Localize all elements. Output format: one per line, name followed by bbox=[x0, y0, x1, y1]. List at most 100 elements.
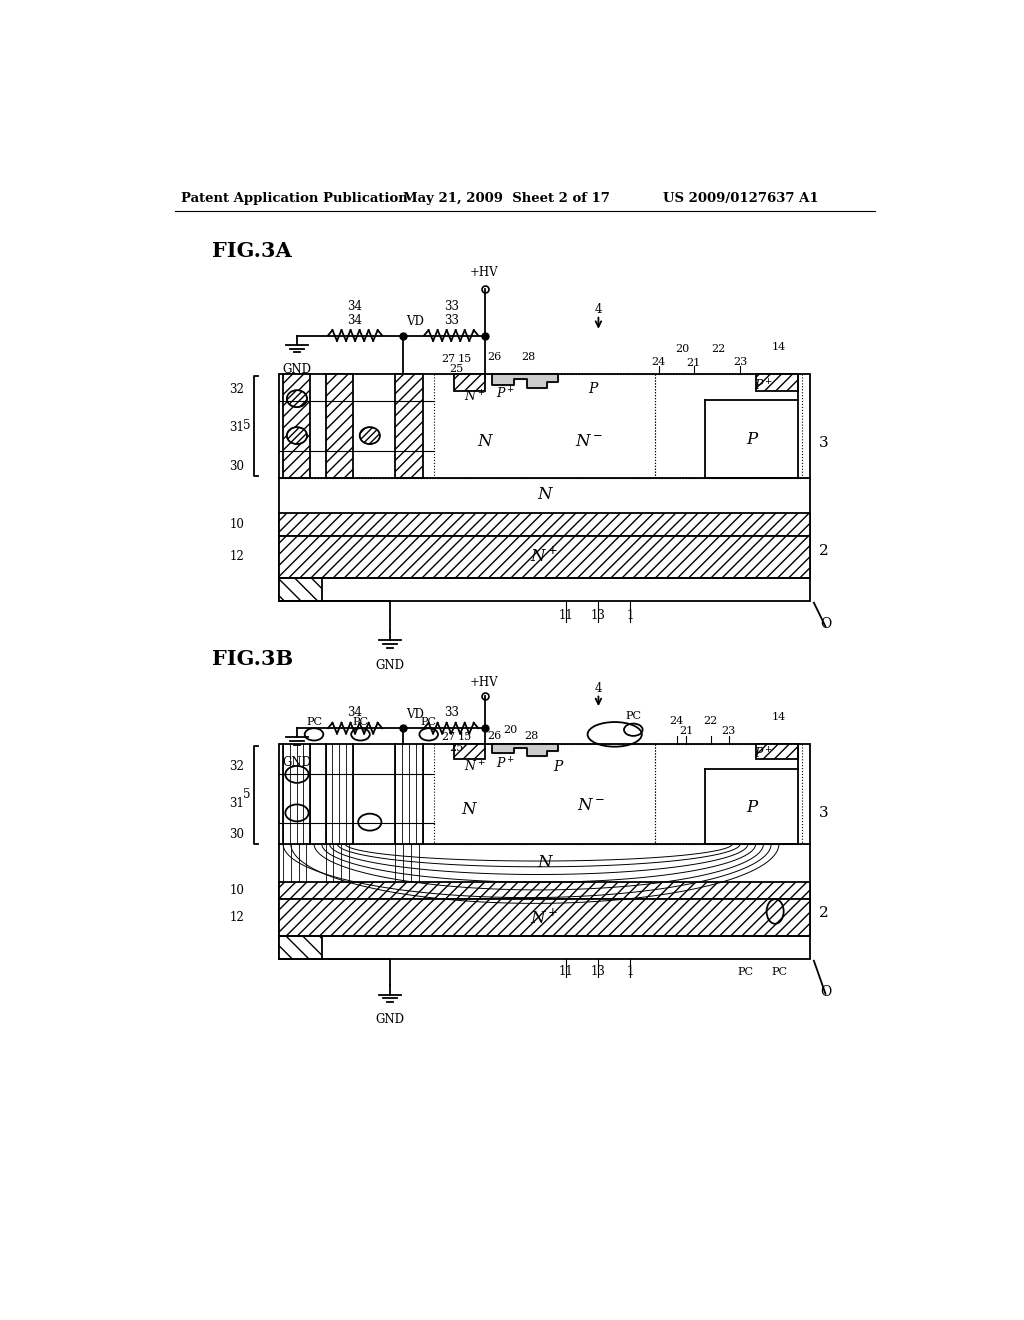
Text: 12: 12 bbox=[229, 550, 245, 564]
Ellipse shape bbox=[287, 428, 307, 444]
Bar bbox=[756, 374, 799, 391]
Text: US 2009/0127637 A1: US 2009/0127637 A1 bbox=[663, 191, 818, 205]
Text: 13: 13 bbox=[591, 965, 606, 978]
Text: P: P bbox=[589, 383, 598, 396]
Text: 11: 11 bbox=[558, 610, 573, 622]
Polygon shape bbox=[493, 743, 558, 756]
Text: 32: 32 bbox=[229, 383, 245, 396]
Text: 30: 30 bbox=[229, 828, 245, 841]
Bar bbox=[280, 899, 810, 936]
Text: N: N bbox=[537, 854, 552, 871]
Bar bbox=[756, 743, 799, 759]
Text: 34: 34 bbox=[347, 300, 362, 313]
Text: 27: 27 bbox=[441, 354, 455, 363]
Text: 31: 31 bbox=[229, 797, 245, 810]
Text: P$^+$: P$^+$ bbox=[754, 379, 773, 393]
Text: P$^+$: P$^+$ bbox=[496, 387, 515, 401]
Text: 5: 5 bbox=[243, 418, 251, 432]
Text: PC: PC bbox=[352, 717, 369, 727]
Text: 27: 27 bbox=[441, 733, 455, 742]
Text: N$^-$: N$^-$ bbox=[575, 433, 603, 450]
Text: P: P bbox=[746, 430, 758, 447]
Text: FIG.3A: FIG.3A bbox=[212, 240, 292, 261]
Text: 15: 15 bbox=[458, 733, 472, 742]
Text: GND: GND bbox=[283, 756, 311, 770]
Text: 1: 1 bbox=[627, 965, 634, 978]
Text: N$^+$: N$^+$ bbox=[530, 546, 558, 566]
Text: 5: 5 bbox=[243, 788, 251, 801]
Text: 25: 25 bbox=[450, 364, 464, 375]
Text: N: N bbox=[537, 486, 552, 503]
Text: P: P bbox=[746, 799, 758, 816]
Text: 1: 1 bbox=[627, 610, 634, 622]
Text: VD: VD bbox=[406, 315, 424, 329]
Text: O: O bbox=[820, 618, 831, 631]
Text: GND: GND bbox=[283, 363, 311, 376]
Text: 10: 10 bbox=[229, 884, 245, 898]
Text: 10: 10 bbox=[229, 517, 245, 531]
Text: 28: 28 bbox=[521, 352, 535, 362]
Text: N$^+$: N$^+$ bbox=[530, 908, 558, 927]
Text: 28: 28 bbox=[524, 731, 539, 741]
Text: P$^+$: P$^+$ bbox=[496, 756, 515, 771]
Ellipse shape bbox=[287, 391, 307, 407]
Text: VD: VD bbox=[406, 708, 424, 721]
Text: 23: 23 bbox=[722, 726, 736, 737]
Text: 30: 30 bbox=[229, 459, 245, 473]
Text: 2: 2 bbox=[819, 906, 829, 920]
Text: 32: 32 bbox=[229, 760, 245, 774]
Text: N$^+$: N$^+$ bbox=[464, 759, 485, 775]
Text: 20: 20 bbox=[675, 345, 689, 354]
Text: 21: 21 bbox=[679, 726, 693, 737]
Text: 26: 26 bbox=[487, 731, 502, 741]
Bar bbox=[395, 374, 423, 478]
Text: 14: 14 bbox=[772, 713, 786, 722]
Text: 15: 15 bbox=[458, 354, 472, 363]
Text: 3: 3 bbox=[819, 807, 828, 820]
Text: 14: 14 bbox=[772, 342, 786, 352]
Text: PC: PC bbox=[771, 966, 787, 977]
Text: N$^-$: N$^-$ bbox=[577, 797, 604, 813]
Bar bbox=[280, 374, 810, 601]
Text: 23: 23 bbox=[733, 356, 748, 367]
Bar bbox=[280, 936, 322, 960]
Text: 34: 34 bbox=[347, 706, 362, 719]
Text: O: O bbox=[820, 985, 831, 998]
Bar bbox=[280, 743, 810, 960]
Text: P: P bbox=[553, 760, 563, 774]
Text: 20: 20 bbox=[504, 725, 518, 735]
Text: 24: 24 bbox=[651, 356, 666, 367]
Bar bbox=[454, 374, 484, 391]
Ellipse shape bbox=[359, 428, 380, 444]
Bar bbox=[280, 536, 810, 578]
Text: 12: 12 bbox=[229, 911, 245, 924]
Text: PC: PC bbox=[421, 717, 436, 727]
Bar bbox=[283, 374, 310, 478]
Text: GND: GND bbox=[376, 659, 404, 672]
Text: 21: 21 bbox=[687, 358, 700, 368]
Text: PC: PC bbox=[306, 717, 322, 727]
Text: FIG.3B: FIG.3B bbox=[212, 649, 293, 669]
Text: +HV: +HV bbox=[470, 265, 499, 279]
Text: 31: 31 bbox=[229, 421, 245, 434]
Text: 33: 33 bbox=[443, 314, 459, 326]
Bar bbox=[280, 512, 810, 536]
Text: 11: 11 bbox=[558, 965, 573, 978]
Text: PC: PC bbox=[737, 966, 754, 977]
Text: 34: 34 bbox=[347, 314, 362, 326]
Text: 2: 2 bbox=[819, 544, 829, 558]
Polygon shape bbox=[493, 374, 558, 388]
Text: Patent Application Publication: Patent Application Publication bbox=[180, 191, 408, 205]
Text: P$^+$: P$^+$ bbox=[754, 747, 773, 762]
Text: 4: 4 bbox=[595, 681, 602, 694]
Text: 33: 33 bbox=[443, 706, 459, 719]
Text: 3: 3 bbox=[819, 437, 828, 450]
Text: 22: 22 bbox=[703, 715, 718, 726]
Text: 33: 33 bbox=[443, 300, 459, 313]
Bar bbox=[280, 578, 322, 601]
Bar bbox=[280, 882, 810, 899]
Bar bbox=[454, 743, 484, 759]
Text: 26: 26 bbox=[487, 352, 502, 362]
Text: 25: 25 bbox=[450, 743, 464, 754]
Text: May 21, 2009  Sheet 2 of 17: May 21, 2009 Sheet 2 of 17 bbox=[403, 191, 610, 205]
